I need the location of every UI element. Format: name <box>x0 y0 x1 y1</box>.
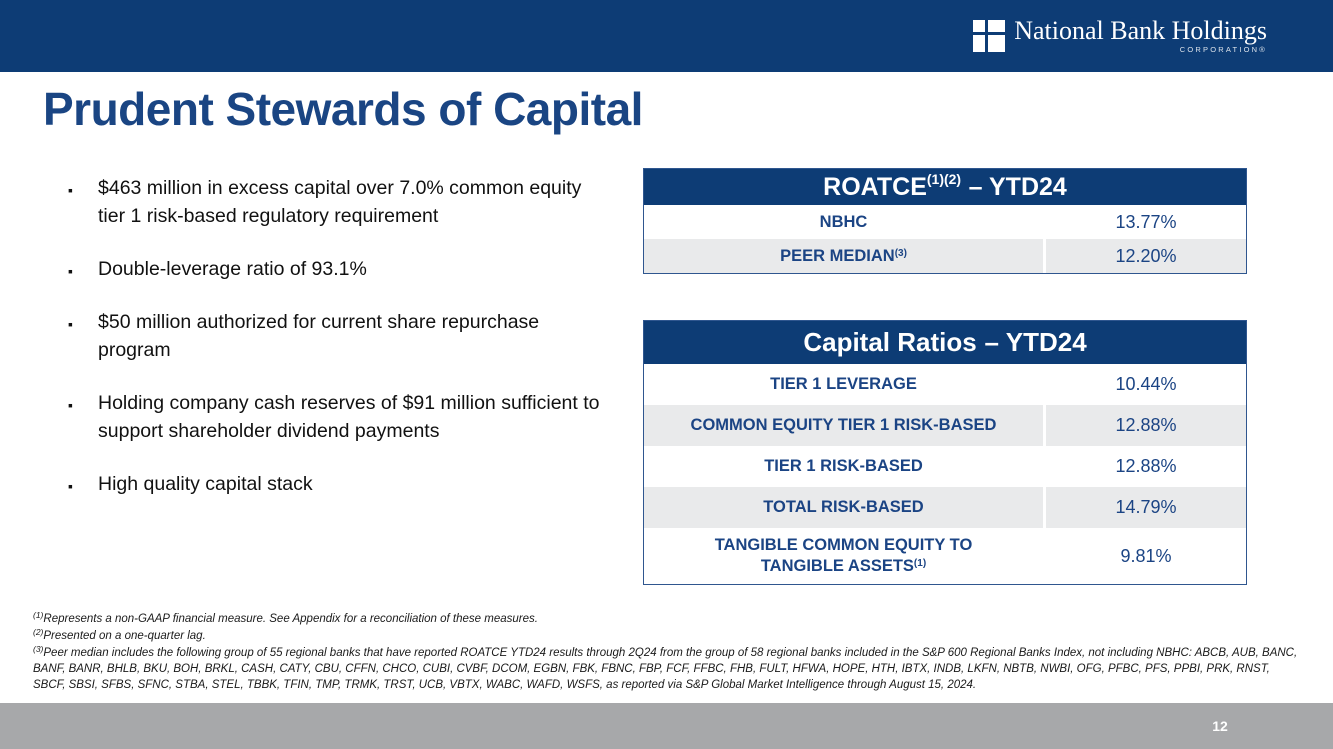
bullet-list: ▪ $463 million in excess capital over 7.… <box>68 174 608 523</box>
table-row: TANGIBLE COMMON EQUITY TO TANGIBLE ASSET… <box>644 528 1246 584</box>
row-label: TIER 1 LEVERAGE <box>644 364 1046 405</box>
list-item: ▪ $50 million authorized for current sha… <box>68 308 608 364</box>
top-brand-bar: National Bank Holdings CORPORATION® <box>0 0 1333 72</box>
page-number: 12 <box>1212 718 1228 734</box>
bullet-text: Holding company cash reserves of $91 mil… <box>98 392 600 442</box>
table-title-period: – YTD24 <box>968 172 1067 201</box>
row-label: TANGIBLE COMMON EQUITY TO TANGIBLE ASSET… <box>644 528 1046 584</box>
row-label: COMMON EQUITY TIER 1 RISK-BASED <box>644 405 1046 446</box>
row-value: 14.79% <box>1115 497 1177 517</box>
row-value: 12.20% <box>1115 245 1177 266</box>
table-row: TIER 1 LEVERAGE 10.44% <box>644 364 1246 405</box>
bullet-square-icon: ▪ <box>68 478 73 494</box>
footnote-superscript: (2) <box>33 627 44 637</box>
table-title-period: – YTD24 <box>984 327 1087 357</box>
capital-ratios-table-title: Capital Ratios – YTD24 <box>644 321 1246 364</box>
row-value: 9.81% <box>1120 545 1172 566</box>
list-item: ▪ Double-leverage ratio of 93.1% <box>68 255 608 283</box>
footnote-3: (3)Peer median includes the following gr… <box>33 644 1298 691</box>
bullet-text: High quality capital stack <box>98 473 313 495</box>
bullet-text: Double-leverage ratio of 93.1% <box>98 258 367 280</box>
row-label: PEER MEDIAN(3) <box>644 239 1046 273</box>
bullet-text: $463 million in excess capital over 7.0%… <box>98 177 582 227</box>
table-row: PEER MEDIAN(3) 12.20% <box>644 239 1246 273</box>
table-row: COMMON EQUITY TIER 1 RISK-BASED 12.88% <box>644 405 1246 446</box>
logo-text: National Bank Holdings CORPORATION® <box>1014 16 1267 55</box>
table-row: NBHC 13.77% <box>644 205 1246 239</box>
window-grid-icon <box>973 20 1006 52</box>
bullet-square-icon: ▪ <box>68 397 73 413</box>
row-value: 10.44% <box>1115 374 1177 394</box>
table-title-main: Capital Ratios <box>803 327 977 357</box>
row-value: 12.88% <box>1115 415 1177 435</box>
list-item: ▪ $463 million in excess capital over 7.… <box>68 174 608 230</box>
table-row: TOTAL RISK-BASED 14.79% <box>644 487 1246 528</box>
table-row: TIER 1 RISK-BASED 12.88% <box>644 446 1246 487</box>
table-title-main: ROATCE <box>823 172 927 201</box>
label-superscript: (3) <box>894 247 907 259</box>
logo-company-name: National Bank Holdings <box>1014 16 1267 45</box>
roatce-table-title: ROATCE (1)(2) – YTD24 <box>644 169 1246 205</box>
footnotes: (1)Represents a non-GAAP financial measu… <box>33 610 1305 694</box>
table-title-superscript: (1)(2) <box>926 171 962 187</box>
list-item: ▪ High quality capital stack <box>68 470 608 498</box>
footnote-superscript: (3) <box>33 644 44 654</box>
capital-ratios-table: Capital Ratios – YTD24 TIER 1 LEVERAGE 10… <box>643 320 1247 585</box>
roatce-table: ROATCE (1)(2) – YTD24 NBHC 13.77% PEER MED… <box>643 168 1247 274</box>
footnote-2: (2)Presented on a one-quarter lag. <box>33 627 206 642</box>
label-superscript: (1) <box>913 558 927 569</box>
bullet-square-icon: ▪ <box>68 182 73 198</box>
row-value: 13.77% <box>1115 211 1177 232</box>
row-label: TOTAL RISK-BASED <box>644 487 1046 528</box>
company-logo: National Bank Holdings CORPORATION® <box>973 18 1267 54</box>
list-item: ▪ Holding company cash reserves of $91 m… <box>68 389 608 445</box>
bullet-text: $50 million authorized for current share… <box>98 311 540 361</box>
row-label: TIER 1 RISK-BASED <box>644 446 1046 487</box>
footnote-1: (1)Represents a non-GAAP financial measu… <box>33 610 538 625</box>
bullet-square-icon: ▪ <box>68 316 73 332</box>
row-label: NBHC <box>644 205 1046 239</box>
slide-title: Prudent Stewards of Capital <box>43 83 643 135</box>
logo-corporation-label: CORPORATION® <box>1179 45 1267 54</box>
bullet-square-icon: ▪ <box>68 263 73 279</box>
row-value: 12.88% <box>1115 456 1177 476</box>
footer-bar: 12 <box>0 703 1333 749</box>
footnote-superscript: (1) <box>33 610 44 620</box>
